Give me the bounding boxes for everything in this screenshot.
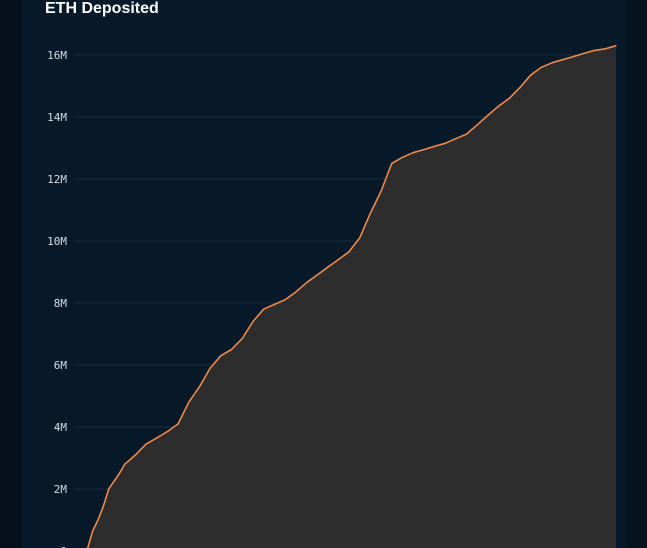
- series-line: [86, 44, 617, 548]
- area-layer: [86, 44, 617, 548]
- data-point: [465, 133, 468, 135]
- data-point: [423, 149, 425, 151]
- data-point: [252, 321, 254, 323]
- data-point: [97, 519, 99, 521]
- data-point: [316, 274, 318, 276]
- data-point: [583, 52, 585, 55]
- data-point: [305, 282, 307, 284]
- data-point: [615, 45, 617, 47]
- data-point: [401, 156, 403, 158]
- data-point: [108, 488, 110, 490]
- data-point: [273, 303, 275, 306]
- data-point: [433, 145, 435, 147]
- y-tick-label: 8M: [54, 297, 68, 310]
- right-edge-panel: [627, 0, 647, 548]
- data-point: [562, 59, 564, 61]
- data-point: [102, 505, 104, 507]
- data-point: [551, 62, 553, 64]
- data-point: [337, 259, 339, 261]
- data-point: [412, 152, 414, 154]
- chart-title: ETH Deposited: [45, 0, 159, 17]
- data-point: [327, 266, 329, 268]
- data-point: [145, 443, 147, 445]
- data-point: [391, 162, 393, 165]
- data-point: [487, 114, 489, 116]
- data-point: [455, 138, 457, 140]
- area-fill: [87, 45, 616, 548]
- y-tick-label: 16M: [47, 49, 67, 62]
- data-point: [508, 97, 510, 99]
- data-point: [594, 49, 596, 52]
- data-point: [380, 190, 382, 192]
- data-point: [166, 431, 168, 433]
- data-point: [359, 237, 361, 239]
- data-point: [198, 386, 201, 388]
- data-point: [230, 348, 233, 351]
- data-point: [476, 124, 478, 126]
- y-tick-label: 2M: [54, 483, 68, 496]
- left-edge-panel: [0, 0, 22, 548]
- data-point: [118, 472, 120, 475]
- data-point: [530, 74, 532, 76]
- data-point: [540, 66, 542, 68]
- y-tick-label: 6M: [54, 359, 68, 372]
- data-point: [572, 56, 574, 58]
- y-tick-label: 14M: [47, 111, 67, 124]
- data-point: [124, 463, 126, 465]
- data-point: [92, 530, 94, 532]
- data-point: [129, 459, 131, 461]
- data-point: [156, 437, 158, 439]
- data-point: [113, 480, 115, 482]
- data-point: [241, 338, 243, 340]
- data-point: [209, 367, 211, 369]
- data-point: [263, 308, 265, 310]
- data-point: [604, 48, 606, 50]
- y-tick-label: 4M: [54, 421, 68, 434]
- data-point: [220, 355, 222, 357]
- y-axis-tick-labels: 0 2M 4M 6M 8M 10M 12M 14M 16M: [47, 49, 67, 548]
- data-point: [177, 423, 179, 425]
- y-tick-label: 0: [60, 545, 67, 548]
- y-tick-label: 12M: [47, 173, 67, 186]
- data-point: [444, 142, 446, 144]
- data-point: [348, 251, 350, 253]
- data-point: [519, 87, 521, 89]
- data-point: [188, 401, 190, 403]
- data-point: [134, 454, 136, 456]
- data-point: [284, 299, 286, 301]
- y-tick-label: 10M: [47, 235, 67, 248]
- data-point: [295, 291, 297, 293]
- data-point: [497, 105, 500, 107]
- data-point: [369, 212, 371, 214]
